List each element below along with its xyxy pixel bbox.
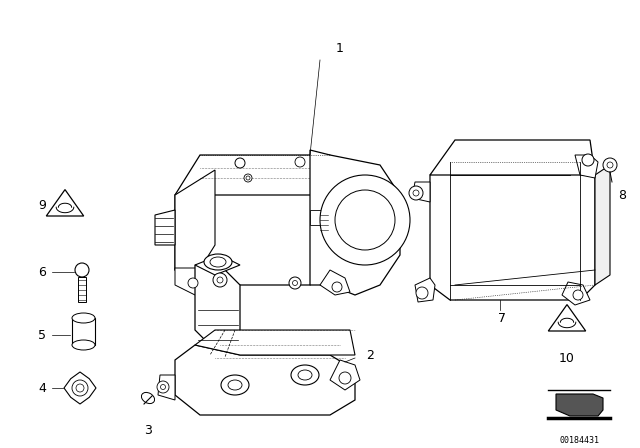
Text: 10: 10 bbox=[559, 352, 575, 365]
Circle shape bbox=[213, 273, 227, 287]
Circle shape bbox=[292, 280, 298, 285]
Polygon shape bbox=[195, 330, 355, 355]
Polygon shape bbox=[575, 155, 598, 178]
Polygon shape bbox=[175, 170, 215, 285]
Polygon shape bbox=[548, 305, 586, 331]
Polygon shape bbox=[195, 255, 240, 275]
Bar bbox=[78, 277, 86, 302]
Ellipse shape bbox=[298, 370, 312, 380]
Polygon shape bbox=[430, 140, 595, 175]
Circle shape bbox=[161, 384, 166, 389]
Circle shape bbox=[289, 277, 301, 289]
Ellipse shape bbox=[72, 313, 95, 323]
Polygon shape bbox=[320, 270, 350, 295]
Polygon shape bbox=[195, 265, 240, 355]
Polygon shape bbox=[595, 165, 610, 285]
Circle shape bbox=[573, 290, 583, 300]
Circle shape bbox=[157, 381, 169, 393]
Circle shape bbox=[416, 287, 428, 299]
Circle shape bbox=[582, 154, 594, 166]
Circle shape bbox=[76, 384, 84, 392]
Polygon shape bbox=[412, 182, 430, 202]
Text: 00184431: 00184431 bbox=[559, 435, 599, 444]
Circle shape bbox=[188, 278, 198, 288]
Text: 9: 9 bbox=[38, 198, 46, 211]
Circle shape bbox=[339, 372, 351, 384]
Ellipse shape bbox=[291, 365, 319, 385]
Polygon shape bbox=[415, 278, 435, 302]
Circle shape bbox=[75, 263, 89, 277]
Polygon shape bbox=[175, 155, 330, 195]
Circle shape bbox=[332, 282, 342, 292]
Polygon shape bbox=[556, 394, 603, 416]
Text: 8: 8 bbox=[618, 189, 626, 202]
Circle shape bbox=[72, 380, 88, 396]
Text: 3: 3 bbox=[144, 423, 152, 436]
Polygon shape bbox=[430, 162, 595, 300]
Circle shape bbox=[320, 175, 410, 265]
Circle shape bbox=[409, 186, 423, 200]
Polygon shape bbox=[72, 318, 95, 345]
Ellipse shape bbox=[141, 392, 154, 404]
Text: 4: 4 bbox=[38, 382, 46, 395]
Circle shape bbox=[246, 176, 250, 180]
Text: 5: 5 bbox=[38, 328, 46, 341]
Polygon shape bbox=[175, 345, 355, 415]
Circle shape bbox=[244, 174, 252, 182]
Ellipse shape bbox=[72, 340, 95, 350]
Text: 6: 6 bbox=[38, 266, 46, 279]
Circle shape bbox=[295, 157, 305, 167]
Circle shape bbox=[235, 158, 245, 168]
Polygon shape bbox=[175, 268, 210, 295]
Text: 7: 7 bbox=[498, 311, 506, 324]
Ellipse shape bbox=[221, 375, 249, 395]
Ellipse shape bbox=[204, 254, 232, 270]
Polygon shape bbox=[158, 375, 175, 400]
Polygon shape bbox=[562, 282, 590, 305]
Polygon shape bbox=[310, 210, 330, 225]
Polygon shape bbox=[175, 180, 330, 285]
Ellipse shape bbox=[210, 257, 226, 267]
Polygon shape bbox=[155, 210, 175, 245]
Polygon shape bbox=[310, 150, 400, 295]
Circle shape bbox=[335, 190, 395, 250]
Polygon shape bbox=[330, 360, 360, 390]
Text: 1: 1 bbox=[336, 42, 344, 55]
Circle shape bbox=[217, 277, 223, 283]
Polygon shape bbox=[46, 190, 84, 216]
Polygon shape bbox=[64, 372, 96, 404]
Text: 2: 2 bbox=[366, 349, 374, 362]
Circle shape bbox=[607, 162, 613, 168]
Circle shape bbox=[603, 158, 617, 172]
Ellipse shape bbox=[228, 380, 242, 390]
Circle shape bbox=[413, 190, 419, 196]
